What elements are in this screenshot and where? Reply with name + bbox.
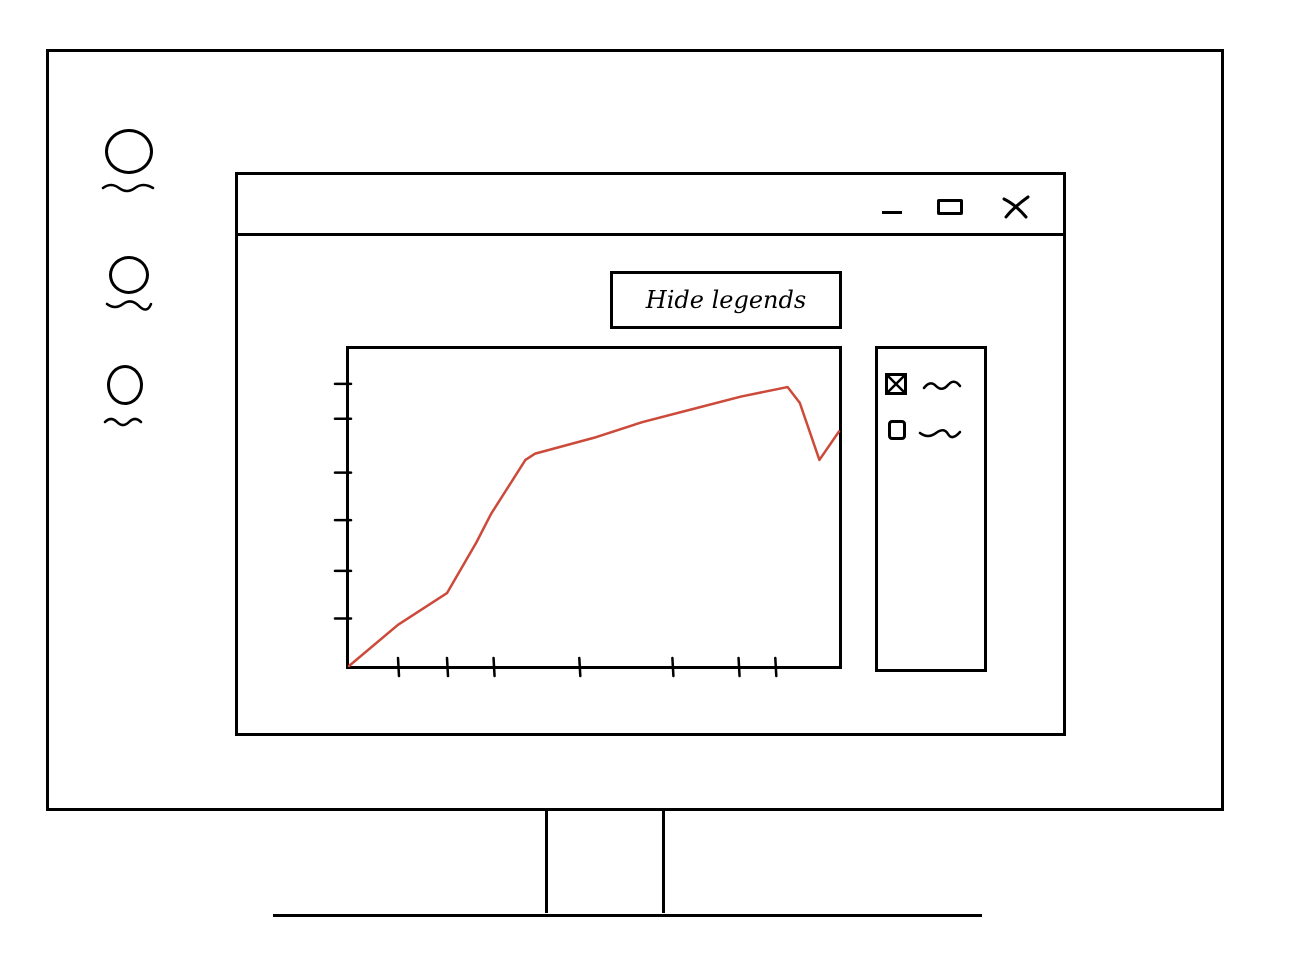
legend-panel (875, 346, 987, 672)
x-axis-tick (492, 656, 496, 678)
hide-legends-button[interactable]: Hide legends (610, 271, 842, 329)
series-line (347, 385, 841, 668)
desktop-icon-2-label-squiggle (105, 300, 153, 311)
window-titlebar[interactable] (238, 175, 1063, 236)
legend-checkbox-unchecked[interactable] (888, 420, 906, 440)
desktop-icon-3-label-squiggle (103, 417, 143, 427)
app-window: Hide legends (235, 172, 1066, 736)
close-button[interactable] (1000, 193, 1034, 221)
x-axis-tick (671, 656, 675, 678)
close-icon (1002, 195, 1030, 219)
x-axis-tick (774, 656, 778, 678)
legend-checkbox-checked[interactable] (885, 373, 907, 395)
legend-squiggle (922, 380, 962, 390)
checkbox-x-icon (888, 376, 904, 392)
x-axis-tick (578, 656, 582, 678)
x-axis-tick (445, 656, 450, 678)
monitor-base (273, 914, 982, 917)
desktop-icon-2[interactable] (109, 256, 149, 294)
monitor-stand-right (662, 811, 665, 913)
desktop-icon-1[interactable] (105, 129, 153, 174)
legend-item[interactable] (878, 417, 984, 447)
x-axis-tick (737, 656, 741, 678)
desktop-icon-3[interactable] (107, 365, 143, 405)
line-chart (333, 382, 841, 678)
maximize-button[interactable] (933, 195, 969, 219)
monitor-stand-left (545, 811, 548, 913)
chart-area (333, 346, 842, 678)
desktop-icon-1-label-squiggle (101, 183, 155, 193)
minimize-button[interactable] (878, 197, 908, 217)
x-axis-tick (396, 656, 401, 678)
legend-item[interactable] (878, 370, 984, 400)
monitor-screen: Hide legends (46, 49, 1224, 811)
legend-squiggle (918, 429, 962, 439)
